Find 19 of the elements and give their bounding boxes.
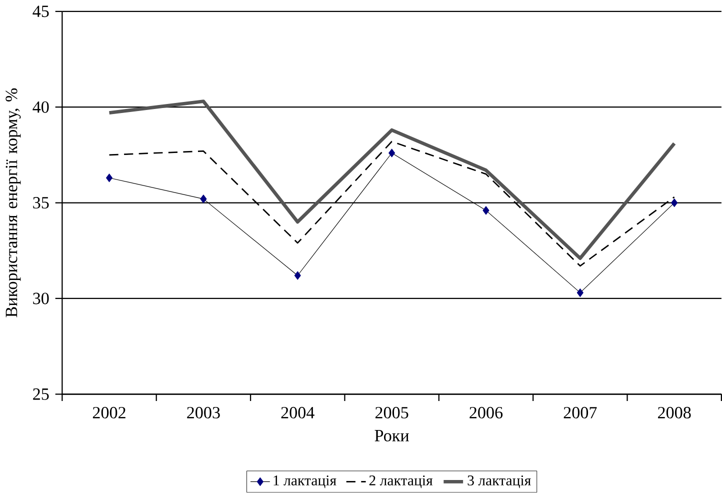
x-tick-label: 2007: [564, 407, 597, 419]
line-series: [108, 141, 676, 267]
x-tick-label: 2005: [375, 407, 408, 419]
y-tick-label: 25: [33, 388, 49, 400]
legend-label: 3 лактація: [468, 476, 531, 488]
x-tick-label: 2006: [470, 407, 503, 419]
x-axis-title: Роки: [374, 430, 409, 442]
y-tick-label: 35: [33, 197, 49, 209]
legend-label: 2 лактація: [369, 476, 433, 488]
x-tick-label: 2008: [658, 407, 691, 419]
y-tick-label: 30: [33, 292, 49, 304]
x-tick-label: 2003: [187, 407, 220, 419]
x-tick-label: 2004: [281, 407, 314, 419]
y-tick-label: 45: [32, 6, 49, 18]
y-axis-title: Використання енергії корму, %: [6, 88, 21, 318]
legend-label: 1 лактація: [274, 476, 336, 488]
x-tick-label: 2002: [92, 407, 126, 419]
y-tick-label: 40: [32, 102, 49, 114]
line-series: [108, 100, 676, 260]
